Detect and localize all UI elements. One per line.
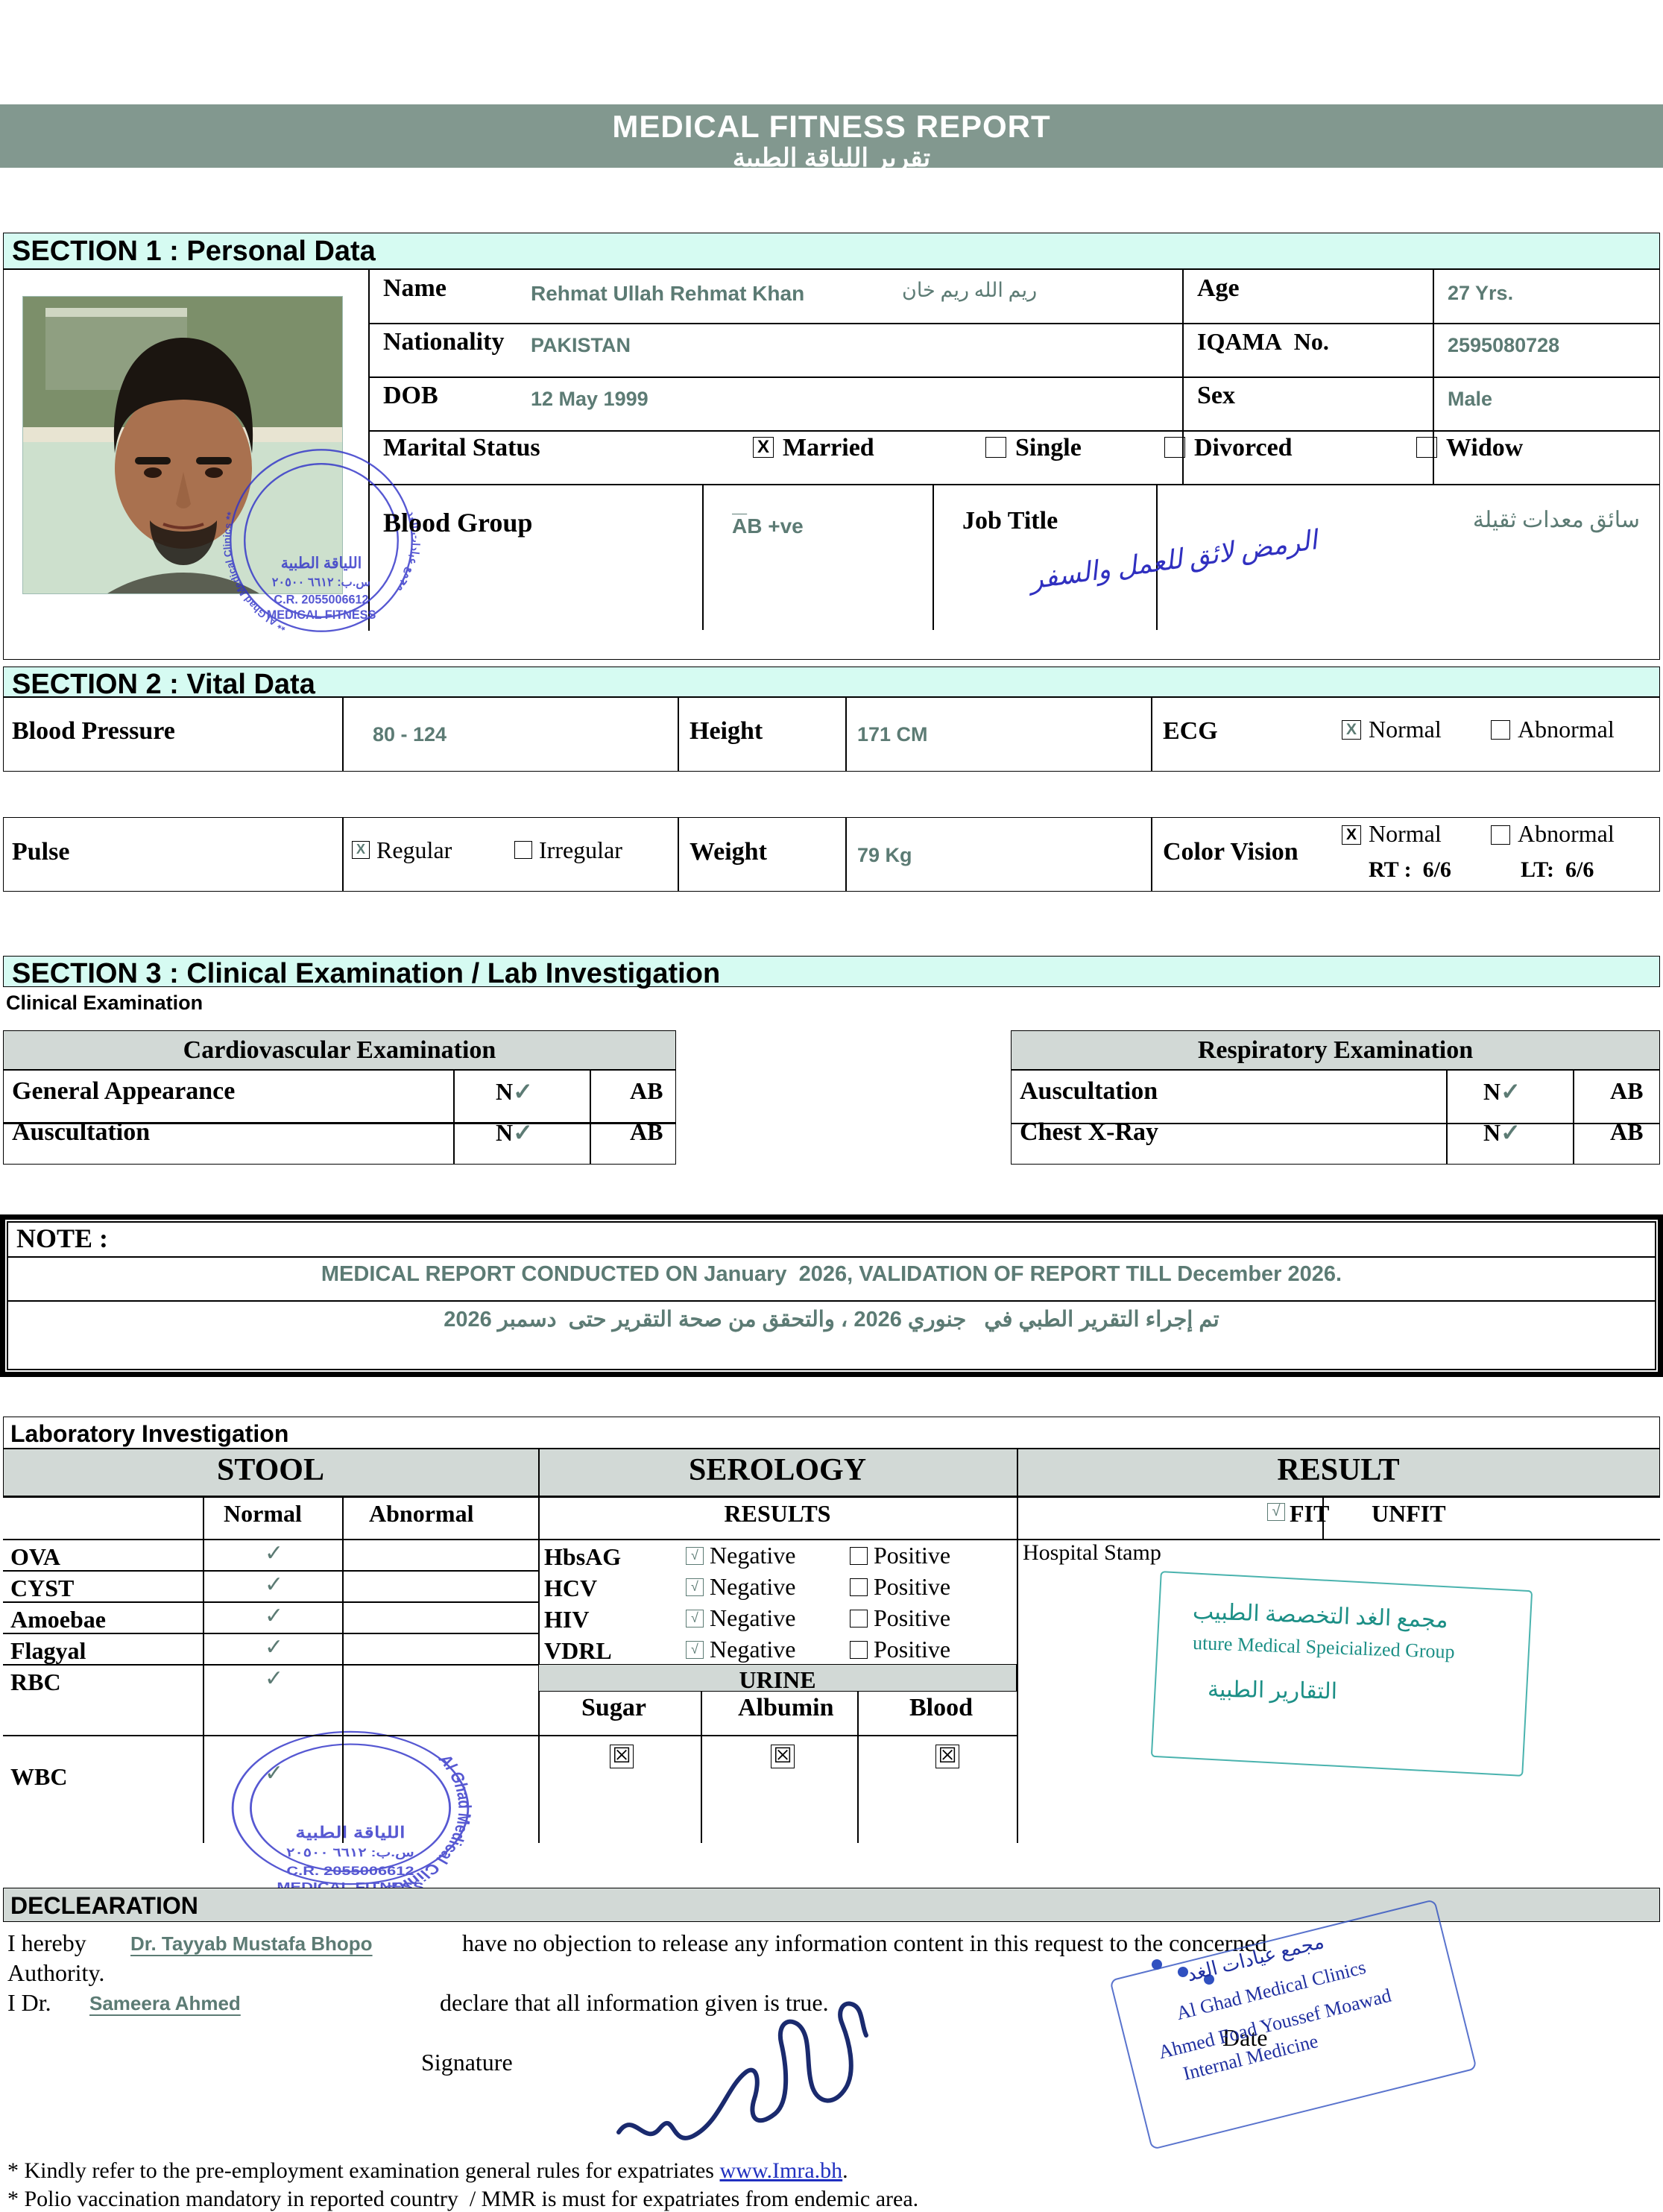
svg-text:MEDICAL FITNESS: MEDICAL FITNESS [267, 608, 376, 622]
svg-text:اللياقة الطبية: اللياقة الطبية [295, 1824, 405, 1841]
svg-text:C.R. 2055006612: C.R. 2055006612 [286, 1864, 414, 1878]
svg-text:٭ 92001 5898 : #.Tel: ٭ 92001 5898 : #.Tel [215, 435, 219, 437]
svg-text:C.R. 2055006612: C.R. 2055006612 [274, 593, 368, 607]
svg-text:اللياقة الطبية: اللياقة الطبية [281, 555, 362, 572]
svg-text:س.ب: ٦٦١٢ ٢٠٥٠٠: س.ب: ٦٦١٢ ٢٠٥٠٠ [272, 576, 370, 590]
svg-text:س.ب: ٦٦١٢ ٢٠٥٠٠: س.ب: ٦٦١٢ ٢٠٥٠٠ [286, 1845, 414, 1859]
